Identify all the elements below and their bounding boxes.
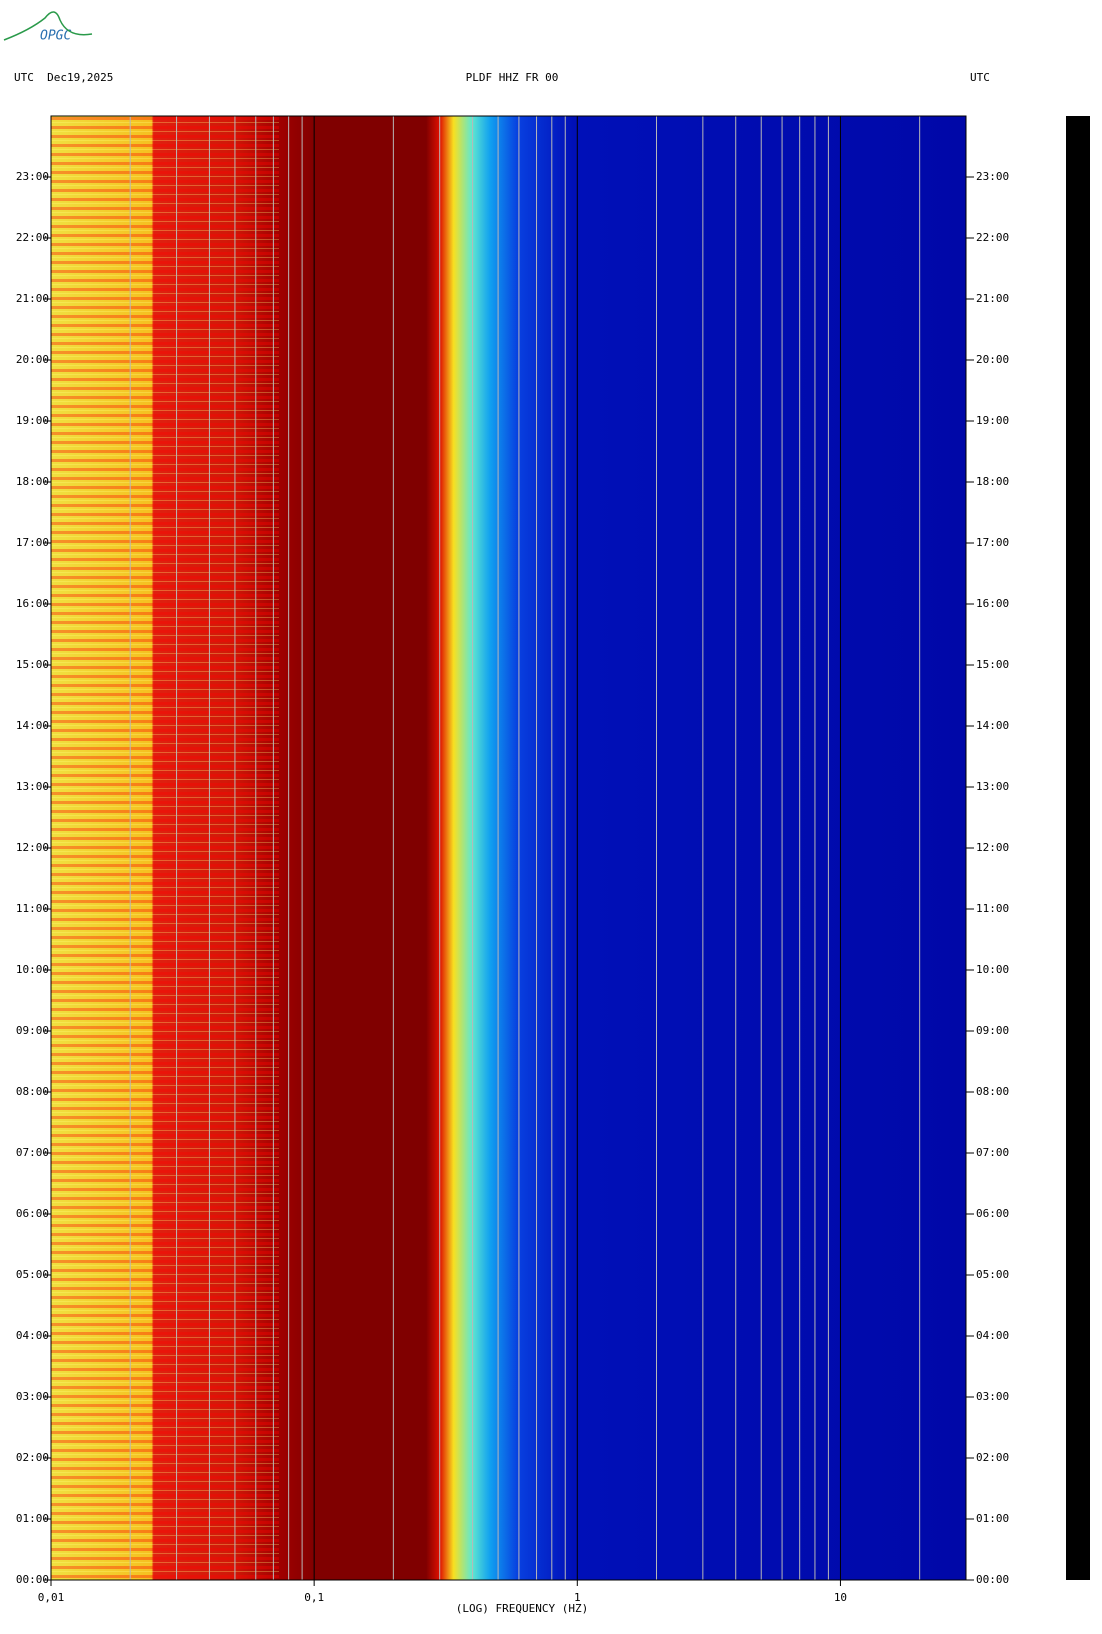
- y-tick-label: 09:00: [976, 1024, 1009, 1037]
- y-tick-label: 10:00: [16, 963, 49, 976]
- y-tick-label: 08:00: [976, 1085, 1009, 1098]
- y-tick-label: 13:00: [976, 780, 1009, 793]
- y-tick-label: 00:00: [16, 1573, 49, 1586]
- y-tick-label: 12:00: [16, 841, 49, 854]
- seismogram: [1066, 116, 1090, 1580]
- y-tick-label: 08:00: [16, 1085, 49, 1098]
- y-tick-label: 02:00: [16, 1451, 49, 1464]
- header-left: UTC Dec19,2025: [14, 71, 113, 84]
- logo: OPGC: [40, 29, 71, 44]
- y-tick-label: 00:00: [976, 1573, 1009, 1586]
- y-tick-label: 07:00: [16, 1146, 49, 1159]
- y-tick-label: 18:00: [16, 475, 49, 488]
- y-tick-label: 04:00: [976, 1329, 1009, 1342]
- y-tick-label: 14:00: [976, 719, 1009, 732]
- x-tick-label: 0,1: [304, 1591, 324, 1604]
- y-tick-label: 18:00: [976, 475, 1009, 488]
- x-tick-label: 10: [834, 1591, 847, 1604]
- y-tick-label: 11:00: [976, 902, 1009, 915]
- y-tick-label: 03:00: [976, 1390, 1009, 1403]
- x-axis-label: (LOG) FREQUENCY (HZ): [456, 1602, 588, 1615]
- y-tick-label: 11:00: [16, 902, 49, 915]
- y-tick-label: 17:00: [976, 536, 1009, 549]
- y-tick-label: 20:00: [16, 353, 49, 366]
- y-tick-label: 12:00: [976, 841, 1009, 854]
- y-tick-label: 05:00: [16, 1268, 49, 1281]
- x-tick-label: 0,01: [38, 1591, 65, 1604]
- header-right: UTC: [970, 71, 990, 84]
- y-tick-label: 14:00: [16, 719, 49, 732]
- y-tick-label: 17:00: [16, 536, 49, 549]
- plot-frame: [50, 115, 967, 1581]
- y-tick-label: 02:00: [976, 1451, 1009, 1464]
- spectrogram-texture: [51, 116, 279, 1580]
- y-tick-label: 13:00: [16, 780, 49, 793]
- chart-title: PLDF HHZ FR 00: [466, 71, 559, 84]
- y-tick-label: 21:00: [976, 292, 1009, 305]
- y-tick-label: 21:00: [16, 292, 49, 305]
- y-tick-label: 03:00: [16, 1390, 49, 1403]
- y-tick-label: 23:00: [16, 170, 49, 183]
- y-tick-label: 09:00: [16, 1024, 49, 1037]
- y-tick-label: 19:00: [16, 414, 49, 427]
- y-tick-label: 07:00: [976, 1146, 1009, 1159]
- x-tick-label: 1: [574, 1591, 581, 1604]
- y-tick-label: 23:00: [976, 170, 1009, 183]
- logo-swoosh: [3, 11, 93, 41]
- y-tick-label: 19:00: [976, 414, 1009, 427]
- y-tick-label: 16:00: [976, 597, 1009, 610]
- y-tick-label: 01:00: [976, 1512, 1009, 1525]
- y-tick-label: 10:00: [976, 963, 1009, 976]
- y-tick-label: 01:00: [16, 1512, 49, 1525]
- y-tick-label: 06:00: [976, 1207, 1009, 1220]
- y-tick-label: 22:00: [16, 231, 49, 244]
- y-tick-label: 15:00: [16, 658, 49, 671]
- y-tick-label: 06:00: [16, 1207, 49, 1220]
- y-tick-label: 20:00: [976, 353, 1009, 366]
- y-tick-label: 15:00: [976, 658, 1009, 671]
- y-tick-label: 16:00: [16, 597, 49, 610]
- y-tick-label: 05:00: [976, 1268, 1009, 1281]
- y-tick-label: 04:00: [16, 1329, 49, 1342]
- y-tick-label: 22:00: [976, 231, 1009, 244]
